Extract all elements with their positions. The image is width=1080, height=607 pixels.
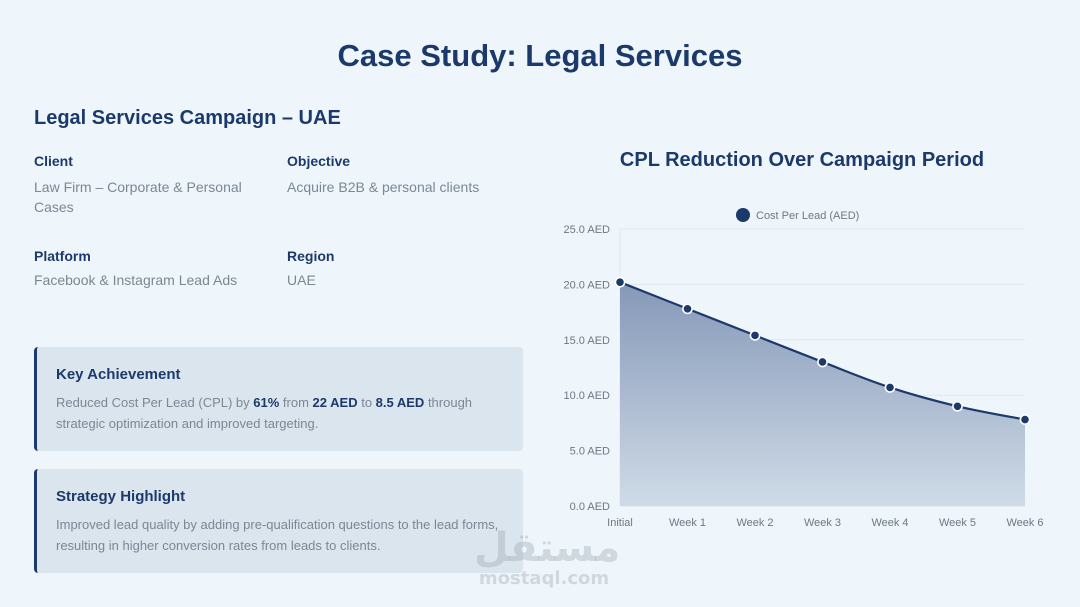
data-point (749, 329, 761, 341)
key-achievement-text: Reduced Cost Per Lead (CPL) by 61% from … (56, 392, 505, 434)
region-info: Region UAE (287, 248, 517, 290)
watermark-latin: mostaql.com (478, 568, 610, 589)
x-tick-label: Week 2 (736, 517, 773, 529)
y-tick-label: 15.0 AED (564, 335, 611, 347)
y-tick-label: 5.0 AED (570, 446, 610, 458)
client-label: Client (34, 153, 73, 169)
data-point (682, 303, 693, 315)
platform-value: Facebook & Instagram Lead Ads (34, 272, 238, 288)
x-tick-label: Week 5 (939, 517, 976, 529)
achievement-percent: 61% (253, 395, 280, 410)
achievement-text-2: from (279, 395, 313, 410)
y-tick-label: 10.0 AED (564, 390, 611, 402)
mostaql-watermark: مستقل mostaql.com (474, 525, 621, 589)
achievement-text-1: Reduced Cost Per Lead (CPL) by (56, 395, 254, 410)
x-tick-label: Initial (607, 517, 633, 529)
region-value: UAE (287, 272, 316, 288)
client-value: Law Firm – Corporate & Personal Cases (34, 179, 242, 215)
objective-value: Acquire B2B & personal clients (287, 179, 480, 195)
watermark-arabic: مستقل (474, 525, 621, 571)
key-achievement-card: Key Achievement Reduced Cost Per Lead (C… (34, 347, 523, 451)
client-info: Client Law Firm – Corporate & Personal C… (34, 153, 264, 217)
x-tick-label: Week 4 (871, 517, 908, 529)
platform-label: Platform (34, 248, 91, 264)
x-tick-label: Week 1 (669, 517, 706, 529)
series-area (620, 282, 1025, 506)
data-point (884, 382, 896, 393)
page-title: Case Study: Legal Services (337, 38, 743, 73)
strategy-highlight-title: Strategy Highlight (56, 488, 186, 505)
objective-label: Objective (287, 153, 351, 169)
platform-info: Platform Facebook & Instagram Lead Ads (34, 248, 264, 290)
key-achievement-title: Key Achievement (56, 366, 181, 383)
chart-title: CPL Reduction Over Campaign Period (619, 149, 985, 171)
data-point (952, 400, 963, 412)
region-label: Region (287, 248, 335, 264)
achievement-from-value: 22 AED (312, 395, 358, 410)
achievement-text-3: to (357, 395, 376, 410)
data-point (1019, 414, 1031, 425)
legend-marker (736, 208, 750, 222)
data-point (817, 356, 828, 368)
strategy-highlight-card: Strategy Highlight Improved lead quality… (34, 469, 523, 573)
y-tick-label: 20.0 AED (564, 279, 611, 291)
campaign-title: Legal Services Campaign – UAE (34, 107, 341, 129)
y-tick-label: 25.0 AED (564, 224, 611, 236)
x-tick-label: Week 3 (804, 517, 841, 529)
achievement-text-4: through strategic optimization and impro… (56, 395, 473, 431)
strategy-highlight-text: Improved lead quality by adding pre-qual… (56, 517, 499, 553)
x-tick-label: Week 6 (1006, 517, 1043, 529)
data-point (614, 276, 626, 288)
y-tick-label: 0.0 AED (570, 501, 610, 513)
legend-label: Cost Per Lead (AED) (756, 210, 859, 222)
objective-info: Objective Acquire B2B & personal clients (287, 153, 517, 197)
achievement-to-value: 8.5 AED (375, 395, 425, 410)
